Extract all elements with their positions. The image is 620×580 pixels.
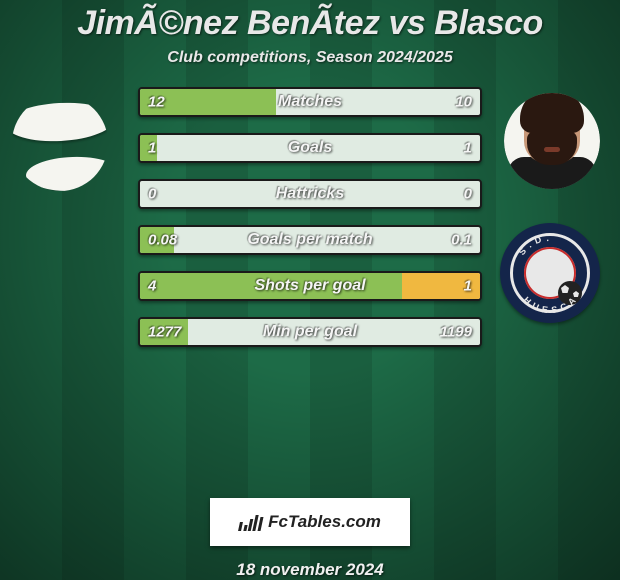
bar-chart-icon bbox=[239, 513, 262, 531]
stat-row: 12Matches10 bbox=[138, 87, 482, 117]
svg-text:H U E S C A: H U E S C A bbox=[521, 295, 578, 315]
page-title: JimÃ©nez BenÃ­tez vs Blasco bbox=[77, 4, 543, 43]
footer-date: 18 november 2024 bbox=[236, 560, 383, 580]
stat-row: 0.08Goals per match0.1 bbox=[138, 225, 482, 255]
stat-right-value: 0.1 bbox=[451, 232, 472, 249]
stat-right-value: 10 bbox=[455, 94, 472, 111]
subtitle: Club competitions, Season 2024/2025 bbox=[167, 49, 452, 67]
stat-left-value: 4 bbox=[148, 278, 156, 295]
stat-right-value: 1 bbox=[464, 140, 472, 157]
player-right-club-crest: S . D . H U E S C A bbox=[500, 223, 600, 323]
stat-bar-bg bbox=[138, 87, 482, 117]
stat-left-value: 1 bbox=[148, 140, 156, 157]
brand-label: FcTables.com bbox=[268, 512, 381, 532]
stat-bar-left bbox=[140, 273, 402, 299]
stat-row: 1277Min per goal1199 bbox=[138, 317, 482, 347]
stat-left-value: 0 bbox=[148, 186, 156, 203]
stat-row: 0Hattricks0 bbox=[138, 179, 482, 209]
brand-logo: FcTables.com bbox=[210, 498, 410, 546]
stat-bar-bg bbox=[138, 271, 482, 301]
stat-bar-bg bbox=[138, 179, 482, 209]
player-left-avatar bbox=[12, 95, 108, 191]
stat-bar-bg bbox=[138, 317, 482, 347]
stat-left-value: 12 bbox=[148, 94, 165, 111]
player-left-name: JimÃ©nez BenÃ­tez bbox=[77, 4, 379, 42]
stat-right-value: 1 bbox=[464, 278, 472, 295]
stat-right-value: 0 bbox=[464, 186, 472, 203]
stat-left-value: 0.08 bbox=[148, 232, 177, 249]
player-right-avatar bbox=[504, 93, 600, 189]
stat-row: 4Shots per goal1 bbox=[138, 271, 482, 301]
stat-left-value: 1277 bbox=[148, 324, 181, 341]
svg-text:S . D .: S . D . bbox=[517, 233, 551, 257]
stat-bar-bg bbox=[138, 133, 482, 163]
stat-bar-bg bbox=[138, 225, 482, 255]
stat-right-value: 1199 bbox=[440, 324, 472, 341]
stats-panel: 12Matches10 1Goals1 0Hattricks0 0.08Goals p… bbox=[138, 87, 482, 347]
vs-label: vs bbox=[389, 4, 426, 42]
player-right-name: Blasco bbox=[434, 4, 543, 42]
stat-row: 1Goals1 bbox=[138, 133, 482, 163]
